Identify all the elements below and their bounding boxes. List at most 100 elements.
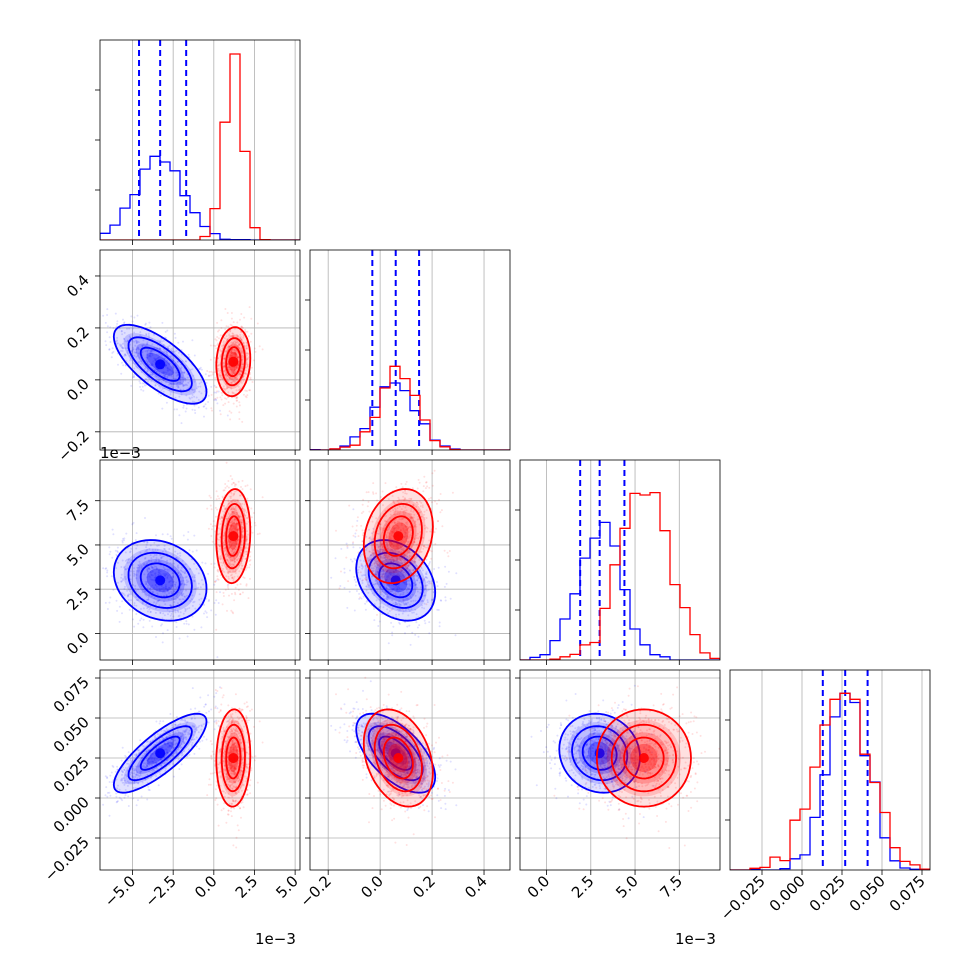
scatter-point (407, 608, 410, 611)
scatter-point (170, 537, 173, 540)
scatter-point (191, 396, 193, 399)
scatter-point (221, 603, 224, 606)
scatter-point (405, 492, 408, 495)
scatter-point (139, 563, 142, 565)
scatter-point (214, 338, 217, 341)
scatter-point (151, 566, 154, 569)
scatter-point (397, 574, 400, 577)
scatter-point (409, 556, 411, 559)
scatter-point (389, 571, 392, 574)
scatter-point (151, 352, 154, 355)
scatter-point (176, 609, 179, 612)
scatter-point (422, 547, 425, 550)
scatter-point (428, 582, 431, 585)
scatter-point (149, 352, 152, 355)
scatter-point (401, 486, 404, 489)
scatter-point (228, 345, 231, 348)
scatter-point (139, 551, 142, 554)
scatter-point (153, 346, 156, 349)
scatter-point (226, 584, 229, 587)
scatter-point (155, 368, 158, 370)
scatter-point (360, 563, 363, 566)
scatter-point (130, 559, 133, 562)
scatter-point (423, 545, 426, 548)
scatter-point (229, 475, 232, 477)
scatter-point (382, 595, 385, 597)
scatter-point (387, 596, 390, 599)
scatter-point (146, 576, 149, 579)
scatter-point (172, 580, 175, 583)
scatter-point (413, 541, 416, 544)
scatter-point (218, 378, 221, 381)
scatter-point (217, 390, 220, 393)
scatter-point (223, 364, 225, 367)
scatter-point (125, 532, 128, 535)
scatter-point (142, 618, 145, 621)
scatter-point (222, 343, 225, 346)
scatter-point (382, 555, 385, 558)
scatter-point (232, 563, 235, 566)
scatter-point (250, 507, 253, 510)
y-tick-label: −0.2 (54, 427, 92, 465)
scatter-point (232, 370, 235, 373)
scatter-point (164, 587, 167, 590)
scatter-point (246, 497, 249, 500)
scatter-point (394, 569, 397, 571)
scatter-point (413, 541, 416, 543)
scatter-point (227, 540, 230, 543)
scatter-point (396, 510, 399, 513)
scatter-point (220, 376, 223, 379)
scatter-point (214, 580, 217, 583)
y-tick-label: 5.0 (63, 540, 93, 570)
scatter-point (424, 587, 427, 590)
scatter-point (144, 517, 146, 519)
scatter-point (183, 622, 186, 625)
scatter-point (396, 557, 399, 560)
y-tick-label: 0.2 (63, 323, 93, 353)
scatter-point (230, 544, 233, 547)
scatter-point (151, 372, 154, 375)
scatter-point (413, 556, 416, 559)
scatter-point (220, 516, 223, 519)
scatter-point (236, 336, 239, 338)
scatter-point (131, 609, 134, 612)
scatter-point (156, 600, 159, 603)
scatter-point (402, 540, 405, 543)
scatter-point (177, 571, 180, 574)
scatter-point (241, 529, 244, 532)
scatter-point (138, 356, 141, 359)
scatter-point (207, 375, 210, 378)
scatter-point (176, 596, 179, 599)
scatter-point (237, 364, 240, 367)
scatter-point (410, 608, 413, 611)
scatter-point (219, 374, 222, 377)
scatter-point (223, 365, 226, 368)
scatter-point (149, 586, 152, 589)
scatter-point (245, 373, 248, 376)
scatter-point (375, 517, 378, 520)
scatter-point (230, 522, 233, 525)
scatter-point (150, 557, 153, 560)
scatter-point (252, 512, 255, 514)
scatter-point (403, 561, 406, 564)
scatter-point (408, 583, 411, 586)
scatter-point (222, 341, 225, 344)
scatter-point (122, 318, 124, 321)
scatter-point (236, 499, 239, 502)
scatter-point (237, 356, 240, 358)
scatter-point (404, 602, 407, 605)
scatter-point (383, 583, 385, 586)
scatter-point (170, 597, 173, 600)
scatter-point (228, 377, 231, 380)
scatter-point (166, 353, 168, 356)
scatter-point (229, 545, 232, 548)
scatter-point (235, 543, 238, 545)
scatter-point (211, 525, 214, 528)
scatter-point (154, 359, 157, 362)
scatter-point (176, 565, 179, 568)
scatter-point (226, 386, 229, 389)
scatter-point (227, 346, 230, 349)
scatter-point (402, 495, 405, 498)
scatter-point (232, 481, 235, 484)
scatter-point (243, 508, 246, 511)
